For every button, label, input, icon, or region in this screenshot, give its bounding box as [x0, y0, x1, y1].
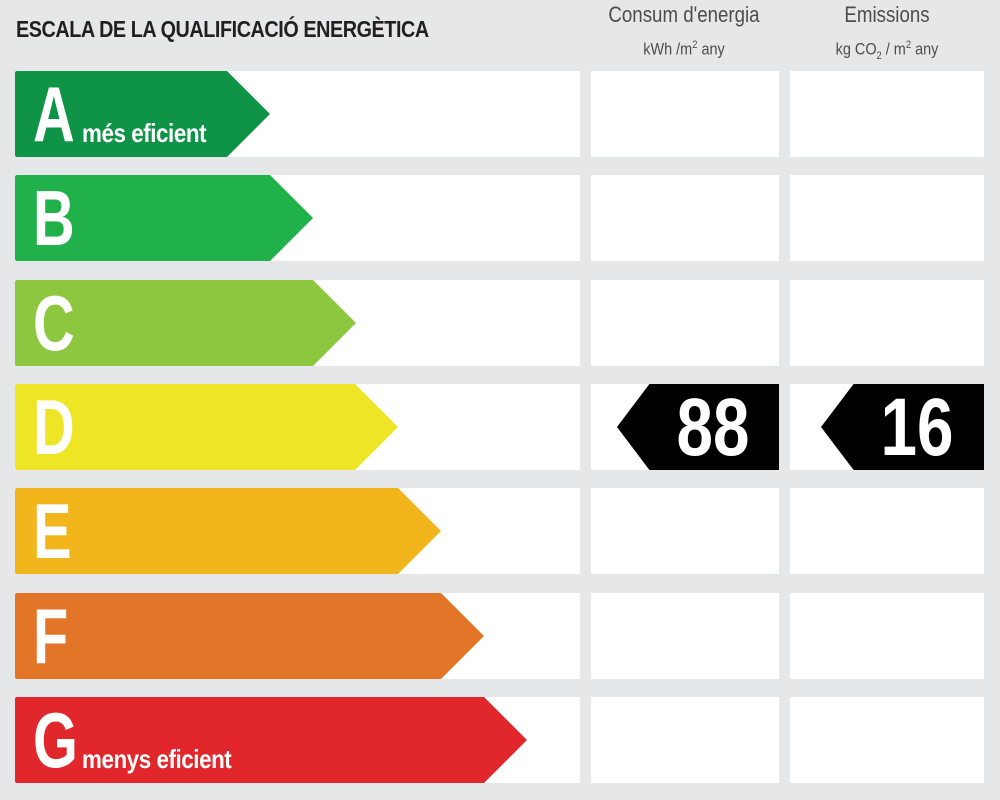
rating-cell: [790, 280, 984, 366]
rating-letter: F: [33, 592, 69, 680]
rating-bar-b: B: [15, 175, 313, 261]
rating-cell: [591, 697, 779, 783]
energy-value: 88: [676, 382, 750, 473]
rating-cell: [591, 175, 779, 261]
rating-letter: B: [33, 174, 75, 262]
rating-letter: D: [33, 383, 75, 471]
rating-cell: [591, 71, 779, 157]
rating-cell: [790, 593, 984, 679]
rating-bar-d: D: [15, 384, 398, 470]
energy-header-unit: kWh /m2 any: [643, 39, 725, 59]
energy-column-header: Consum d'energia kWh /m2 any: [604, 2, 764, 61]
rating-cell: [790, 71, 984, 157]
emissions-value: 16: [880, 382, 954, 473]
rating-letter: G: [33, 696, 78, 784]
rating-cell: [790, 488, 984, 574]
rating-cell: [790, 175, 984, 261]
emissions-header-label: Emissions: [844, 2, 930, 27]
emissions-header-unit: kg CO2 / m2 any: [835, 39, 939, 63]
energy-header-label: Consum d'energia: [608, 2, 760, 27]
rating-bar-e: E: [15, 488, 441, 574]
page-title: ESCALA DE LA QUALIFICACIÓ ENERGÈTICA: [16, 16, 429, 42]
emissions-value-marker: 16: [821, 384, 984, 470]
rating-row-c: C: [0, 280, 1000, 366]
rating-letter: E: [33, 487, 72, 575]
energy-value-marker: 88: [617, 384, 779, 470]
rating-bar-c: C: [15, 280, 356, 366]
rating-cell: [591, 488, 779, 574]
rating-row-d: D 88 16: [0, 384, 1000, 470]
rating-row-b: B: [0, 175, 1000, 261]
rating-bar-f: F: [15, 593, 484, 679]
emissions-column-header: Emissions kg CO2 / m2 any: [805, 2, 970, 67]
rating-note: més eficient: [82, 118, 207, 148]
rating-cell: [591, 280, 779, 366]
rating-row-e: E: [0, 488, 1000, 574]
rating-letter: C: [33, 279, 75, 367]
rating-cell: [591, 593, 779, 679]
rating-letter: A: [33, 70, 75, 158]
rating-row-f: F: [0, 593, 1000, 679]
rating-note: menys eficient: [82, 744, 232, 774]
rating-cell: [790, 697, 984, 783]
